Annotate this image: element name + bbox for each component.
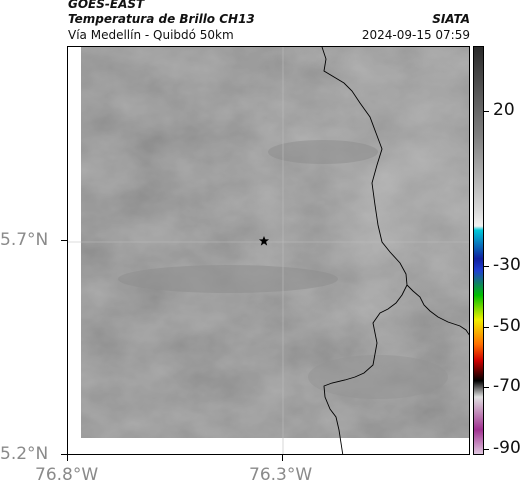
satellite-image <box>68 47 469 454</box>
colorbar-label: 20 <box>493 100 515 120</box>
colorbar-tick <box>484 327 489 329</box>
lon-tick <box>67 455 69 461</box>
organization-label: SIATA <box>432 12 470 26</box>
department-border <box>321 47 408 454</box>
colorbar <box>473 46 484 455</box>
lat-tick <box>61 454 67 456</box>
colorbar-tick <box>484 111 489 113</box>
product-title: Temperatura de Brillo CH13 <box>68 12 255 26</box>
colorbar-label: -50 <box>493 316 521 336</box>
lon-tick <box>282 455 284 461</box>
lon-label: 76.8°W <box>35 465 99 485</box>
cloud-patch <box>268 140 378 164</box>
colorbar-label: -70 <box>493 376 521 396</box>
colorbar-label: -90 <box>493 438 521 458</box>
colorbar-label: -30 <box>493 255 521 275</box>
department-border <box>406 284 469 336</box>
datetime-label: 2024-09-15 07:59 <box>361 28 470 42</box>
map-panel[interactable] <box>67 46 470 455</box>
star-icon <box>259 236 269 246</box>
colorbar-tick <box>484 266 489 268</box>
lat-label: 5.7°N <box>0 230 49 250</box>
colorbar-tick <box>484 387 489 389</box>
lat-label: 5.2°N <box>0 444 49 464</box>
colorbar-tick <box>484 449 489 451</box>
satellite-title: GOES-EAST <box>68 0 145 11</box>
region-subtitle: Vía Medellín - Quibdó 50km <box>68 28 234 42</box>
cloud-patch <box>308 355 448 399</box>
lat-tick <box>61 240 67 242</box>
cloud-band <box>118 265 338 293</box>
lon-label: 76.3°W <box>249 465 313 485</box>
